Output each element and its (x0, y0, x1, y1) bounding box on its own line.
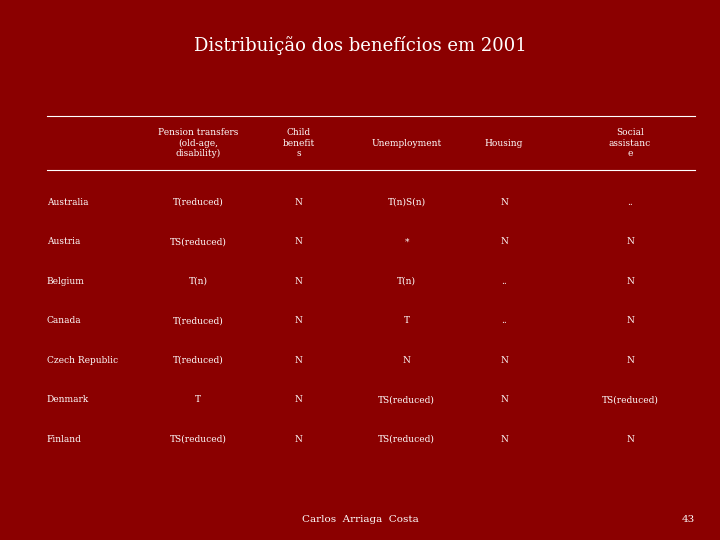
Text: ..: .. (501, 277, 507, 286)
Text: *: * (405, 238, 409, 246)
Text: Carlos  Arriaga  Costa: Carlos Arriaga Costa (302, 515, 418, 524)
Text: Social
assistanc
e: Social assistanc e (609, 128, 651, 158)
Text: T(n): T(n) (189, 277, 207, 286)
Text: N: N (500, 238, 508, 246)
Text: Austria: Austria (47, 238, 80, 246)
Text: T(n)S(n): T(n)S(n) (388, 198, 426, 207)
Text: N: N (500, 198, 508, 207)
Text: Distribuição dos benefícios em 2001: Distribuição dos benefícios em 2001 (194, 36, 526, 56)
Text: N: N (626, 435, 634, 443)
Text: N: N (295, 277, 302, 286)
Text: Child
benefit
s: Child benefit s (283, 128, 315, 158)
Text: N: N (626, 277, 634, 286)
Text: N: N (295, 316, 302, 325)
Text: 43: 43 (682, 515, 695, 524)
Text: T(n): T(n) (397, 277, 416, 286)
Text: TS(reduced): TS(reduced) (379, 435, 435, 443)
Text: N: N (295, 356, 302, 364)
Text: Housing: Housing (485, 139, 523, 147)
Text: Pension transfers
(old-age,
disability): Pension transfers (old-age, disability) (158, 128, 238, 158)
Text: T: T (404, 316, 410, 325)
Text: TS(reduced): TS(reduced) (170, 435, 226, 443)
Text: TS(reduced): TS(reduced) (170, 238, 226, 246)
Text: N: N (403, 356, 410, 364)
Text: N: N (500, 395, 508, 404)
Text: T(reduced): T(reduced) (173, 198, 223, 207)
Text: N: N (500, 356, 508, 364)
Text: Czech Republic: Czech Republic (47, 356, 118, 364)
Text: N: N (295, 238, 302, 246)
Text: T: T (195, 395, 201, 404)
Text: N: N (295, 198, 302, 207)
Text: ..: .. (501, 316, 507, 325)
Text: Denmark: Denmark (47, 395, 89, 404)
Text: T(reduced): T(reduced) (173, 356, 223, 364)
Text: N: N (500, 435, 508, 443)
Text: ..: .. (627, 198, 633, 207)
Text: T(reduced): T(reduced) (173, 316, 223, 325)
Text: TS(reduced): TS(reduced) (379, 395, 435, 404)
Text: N: N (295, 435, 302, 443)
Text: N: N (626, 316, 634, 325)
Text: N: N (295, 395, 302, 404)
Text: Belgium: Belgium (47, 277, 85, 286)
Text: Finland: Finland (47, 435, 81, 443)
Text: TS(reduced): TS(reduced) (602, 395, 658, 404)
Text: Unemployment: Unemployment (372, 139, 442, 147)
Text: N: N (626, 356, 634, 364)
Text: Canada: Canada (47, 316, 81, 325)
Text: Australia: Australia (47, 198, 89, 207)
Text: N: N (626, 238, 634, 246)
